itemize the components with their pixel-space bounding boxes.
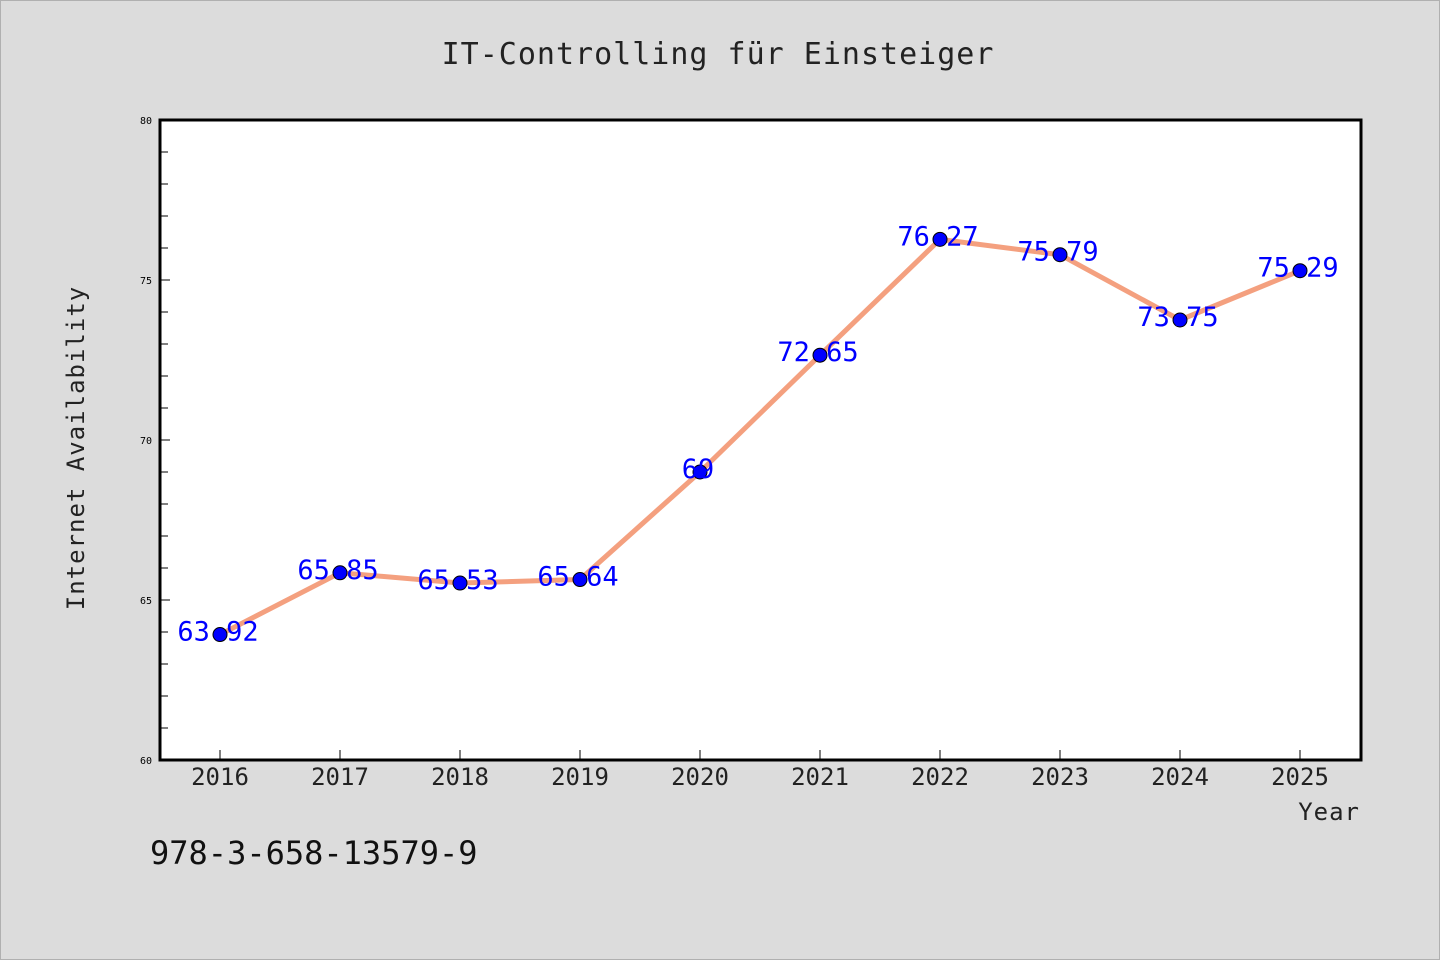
y-tick-label: 60: [140, 756, 152, 767]
data-point: [572, 572, 588, 588]
plot-area: [158, 118, 1363, 762]
chart-title: IT-Controlling für Einsteiger: [442, 37, 995, 72]
data-label: 69: [682, 454, 715, 485]
data-point: [692, 464, 708, 480]
data-label: 73.75: [1137, 302, 1218, 333]
y-axis-ticks: 60 65 70 75 80: [140, 116, 152, 767]
y-axis-minor-ticks: [160, 119, 170, 761]
y-tick-label: 75: [140, 276, 152, 287]
data-point: [932, 231, 948, 247]
data-label: 65.64: [537, 562, 618, 593]
data-point: [212, 627, 228, 643]
x-axis-ticks: 2016 2017 2018 2019 2020 2021 2022 2023 2024 2025: [191, 750, 1329, 791]
data-label: 65.85: [297, 555, 378, 586]
data-point: [332, 565, 348, 581]
y-axis-label: Internet Availability: [62, 286, 90, 610]
y-tick-label: 80: [140, 116, 152, 127]
x-tick-label: 2019: [551, 763, 609, 791]
series-line: [217, 236, 1303, 638]
data-label: 63.92: [177, 617, 258, 648]
x-axis-label: Year: [1298, 798, 1360, 826]
y-tick-label: 70: [140, 436, 152, 447]
x-tick-label: 2024: [1151, 763, 1209, 791]
x-tick-label: 2025: [1271, 763, 1329, 791]
x-tick-label: 2020: [671, 763, 729, 791]
data-labels: 63.92 65.85 65.53 65.64 69 72.65 76.27 75.79 73.…: [177, 221, 1338, 647]
x-tick-label: 2023: [1031, 763, 1089, 791]
data-label: 75.29: [1257, 253, 1338, 284]
data-point: [1052, 247, 1068, 263]
x-tick-label: 2022: [911, 763, 969, 791]
data-label: 72.65: [777, 337, 858, 368]
data-label: 75.79: [1017, 237, 1098, 268]
data-label: 65.53: [417, 565, 498, 596]
x-tick-label: 2018: [431, 763, 489, 791]
data-point: [1172, 312, 1188, 328]
y-tick-label: 65: [140, 596, 152, 607]
data-label: 76.27: [897, 221, 978, 252]
data-point: [812, 347, 828, 363]
x-tick-label: 2017: [311, 763, 369, 791]
isbn-text: 978-3-658-13579-9: [150, 834, 478, 872]
data-point: [452, 575, 468, 591]
data-point: [1292, 263, 1308, 279]
x-tick-label: 2021: [791, 763, 849, 791]
data-markers: [212, 231, 1308, 643]
x-tick-label: 2016: [191, 763, 249, 791]
